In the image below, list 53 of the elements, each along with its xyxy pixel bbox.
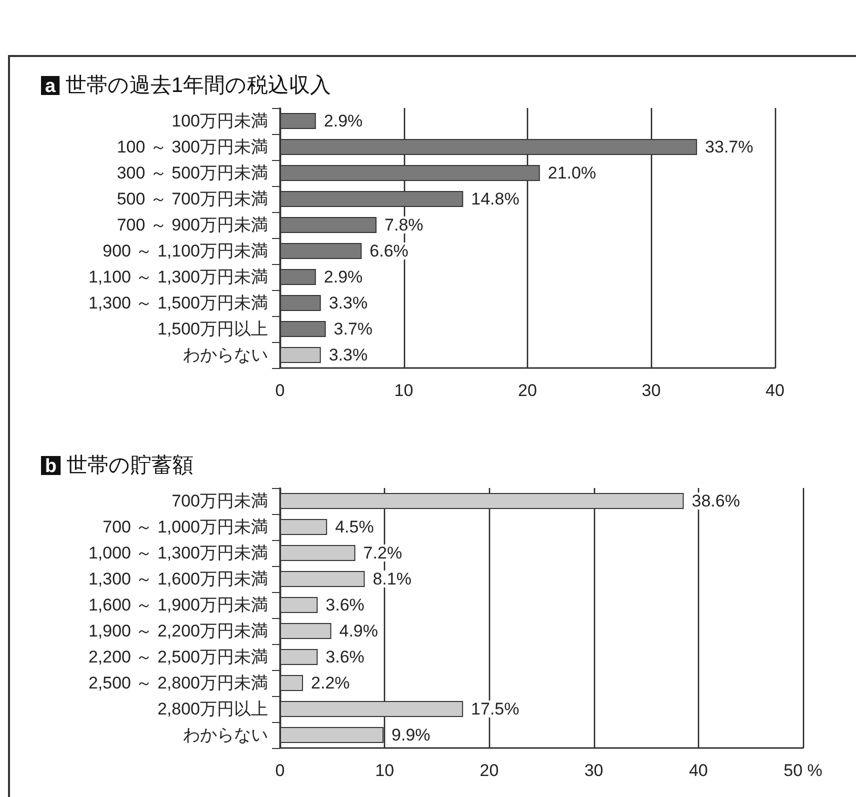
- y-tick-label: 1,500万円以上: [157, 320, 268, 338]
- data-label: 33.7%: [705, 138, 754, 156]
- y-tick-label: 500 ～ 700万円未満: [116, 190, 268, 208]
- data-label: 38.6%: [692, 492, 740, 510]
- y-tick-label: 1,300 ～ 1,500万円未満: [88, 294, 268, 312]
- y-tick-label: 700万円未満: [172, 492, 268, 510]
- data-label: 3.6%: [326, 648, 364, 666]
- data-label: 6.6%: [370, 242, 408, 260]
- y-tick-label: 2,200 ～ 2,500万円未満: [88, 648, 268, 666]
- y-tick-label: 100 ～ 300万円未満: [116, 138, 268, 156]
- y-tick-label: 1,300 ～ 1,600万円未満: [88, 570, 268, 588]
- x-tick-label: 40: [688, 761, 708, 780]
- x-tick-label: 20: [480, 761, 499, 780]
- data-label: 21.0%: [548, 164, 596, 182]
- x-tick-label: 20: [518, 381, 537, 400]
- y-tick-label: 2,500 ～ 2,800万円未満: [88, 674, 268, 692]
- x-tick-label: 30: [642, 381, 661, 400]
- data-label: 3.3%: [328, 346, 368, 364]
- y-tick-label: 1,900 ～ 2,200万円未満: [88, 622, 268, 640]
- y-tick-label: 1,600 ～ 1,900万円未満: [88, 596, 268, 614]
- data-label: 8.1%: [372, 570, 412, 588]
- data-label: 14.8%: [471, 190, 520, 208]
- data-label: 17.5%: [471, 700, 520, 718]
- y-tick-label: 900 ～ 1,100万円未満: [102, 242, 268, 260]
- x-tick-label: 0: [275, 381, 285, 400]
- data-label: 3.7%: [334, 320, 373, 338]
- chart-title: b 世帯の貯蓄額: [45, 454, 194, 477]
- y-tick-label: 700 ～ 1,000万円未満: [102, 518, 268, 536]
- data-label: 4.9%: [339, 622, 378, 640]
- x-tick-label: 30: [584, 761, 604, 780]
- x-tick-label: 10: [394, 381, 414, 400]
- y-tick-label: わからない: [183, 726, 268, 744]
- y-tick-label: 100万円未満: [172, 112, 268, 130]
- data-label: 2.9%: [324, 112, 363, 130]
- y-tick-label: 1,100 ～ 1,300万円未満: [88, 268, 268, 286]
- data-label: 4.5%: [335, 518, 374, 536]
- y-tick-label: 1,000 ～ 1,300万円未満: [88, 544, 268, 562]
- data-label: 2.2%: [311, 674, 350, 692]
- x-tick-label: 40: [766, 381, 784, 400]
- y-tick-label: 700 ～ 900万円未満: [116, 216, 268, 234]
- x-tick-label: 10: [375, 761, 394, 780]
- data-label: 7.2%: [363, 544, 402, 562]
- data-label: 3.6%: [326, 596, 364, 614]
- data-label: 2.9%: [324, 268, 363, 286]
- y-tick-label: 300 ～ 500万円未満: [116, 164, 268, 182]
- data-label: 7.8%: [384, 216, 424, 234]
- x-tick-label: 50 %: [784, 761, 822, 780]
- data-label: 9.9%: [392, 726, 430, 744]
- y-tick-label: わからない: [183, 346, 268, 364]
- chart-title: a 世帯の過去1年間の税込収入: [45, 74, 332, 97]
- x-tick-label: 0: [275, 761, 285, 780]
- y-tick-label: 2,800万円以上: [157, 700, 268, 718]
- data-label: 3.3%: [328, 294, 368, 312]
